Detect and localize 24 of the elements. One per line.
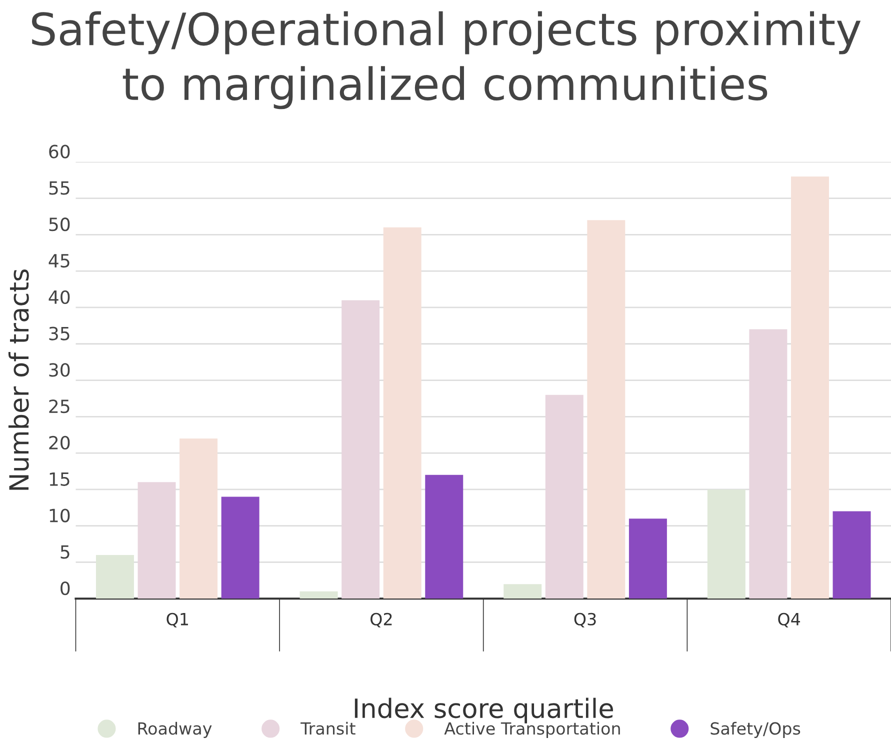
y-tick-label: 45 — [48, 254, 70, 268]
legend-label: Active Transportation — [444, 722, 620, 738]
y-tick-label: 50 — [49, 218, 70, 232]
y-tick-label: 15 — [50, 472, 70, 486]
y-tick-label: 30 — [49, 363, 70, 377]
legend-label: Roadway — [138, 722, 212, 738]
x-axis-title: Index score quartile — [354, 698, 613, 724]
y-tick-label: 0 — [60, 581, 70, 596]
x-tick-label: Q1 — [166, 612, 188, 628]
y-axis-title: Number of tracts — [8, 269, 29, 490]
y-tick-label: 60 — [49, 144, 70, 158]
y-tick-label: 20 — [49, 436, 70, 450]
y-tick-label: 25 — [49, 400, 70, 414]
x-tick-label: Q2 — [370, 612, 392, 628]
x-tick-label: Q3 — [574, 612, 596, 628]
legend-label: Transit — [300, 722, 356, 735]
y-tick-label: 10 — [50, 508, 70, 522]
y-tick-label: 5 — [60, 545, 70, 559]
legend-label: Safety/Ops — [710, 722, 800, 738]
x-tick-label: Q4 — [778, 612, 800, 628]
y-tick-label: 55 — [49, 181, 70, 195]
y-tick-label: 35 — [49, 326, 70, 340]
y-tick-label: 40 — [48, 290, 70, 304]
chart-title: Safety/Operational projects proximity to marginalized communities — [32, 11, 861, 110]
